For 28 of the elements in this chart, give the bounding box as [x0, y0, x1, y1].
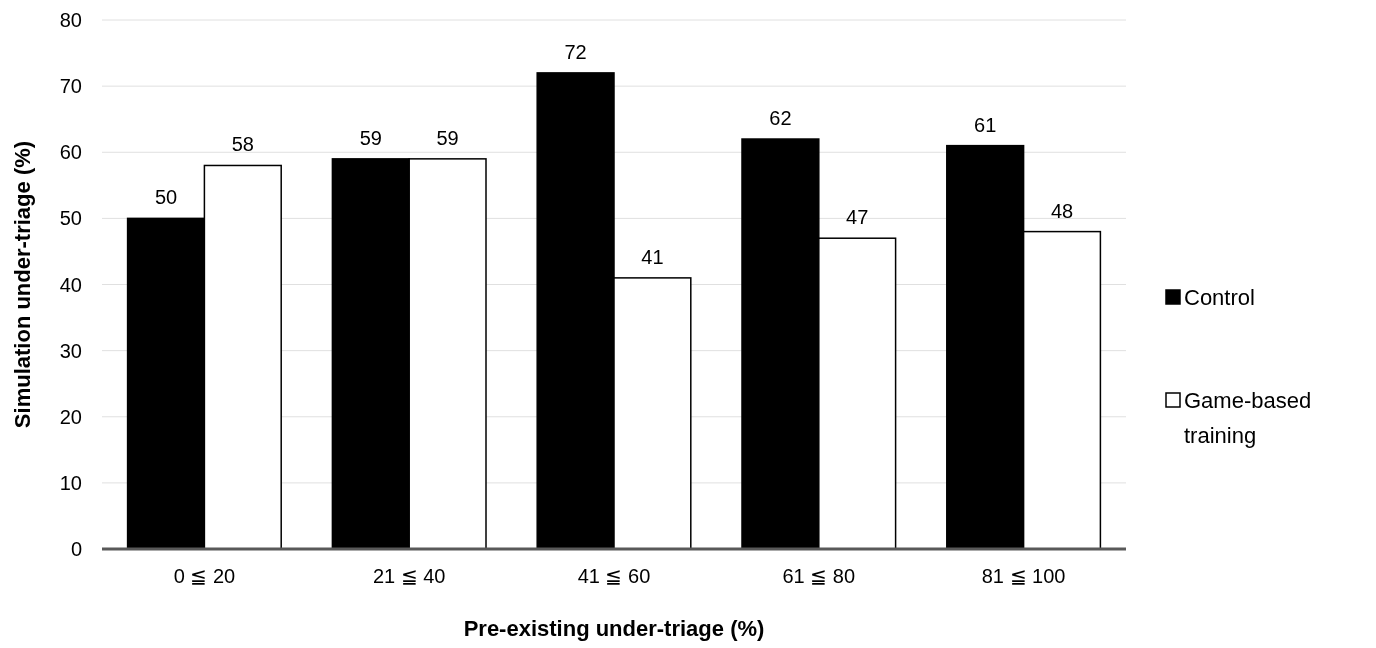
data-label: 59 — [359, 126, 382, 149]
y-tick-label: 80 — [59, 9, 82, 31]
y-tick-label: 40 — [59, 273, 82, 296]
y-tick-label: 70 — [59, 75, 82, 98]
x-tick-label: 41 ≦ 60 — [577, 565, 651, 587]
data-label: 59 — [436, 126, 459, 149]
x-tick-label: 21 ≦ 40 — [372, 565, 446, 587]
x-tick-label: 81 ≦ 100 — [981, 565, 1066, 587]
data-label: 50 — [154, 186, 178, 209]
legend-label: Game-based training — [1184, 387, 1312, 448]
legend-label: Control — [1184, 284, 1255, 310]
x-tick-label: 0 ≦ 20 — [173, 565, 236, 587]
data-label: 58 — [231, 133, 254, 156]
x-tick-label: 61 ≦ 80 — [782, 565, 856, 587]
y-tick-label: 0 — [70, 538, 82, 560]
y-tick-label: 30 — [59, 339, 82, 362]
x-axis-title: Pre-existing under-triage (%) — [463, 616, 765, 641]
data-label: 41 — [641, 245, 664, 268]
data-label: 61 — [974, 113, 997, 136]
y-tick-label: 20 — [59, 405, 82, 428]
y-tick-label: 50 — [59, 207, 82, 230]
data-label: 62 — [769, 107, 792, 130]
y-tick-label: 10 — [59, 471, 82, 494]
y-axis-title: Simulation under-triage (%) — [10, 140, 35, 429]
data-label: 48 — [1050, 199, 1074, 222]
data-label: 72 — [564, 40, 587, 63]
data-label: 47 — [846, 206, 869, 229]
y-tick-label: 60 — [59, 141, 82, 164]
